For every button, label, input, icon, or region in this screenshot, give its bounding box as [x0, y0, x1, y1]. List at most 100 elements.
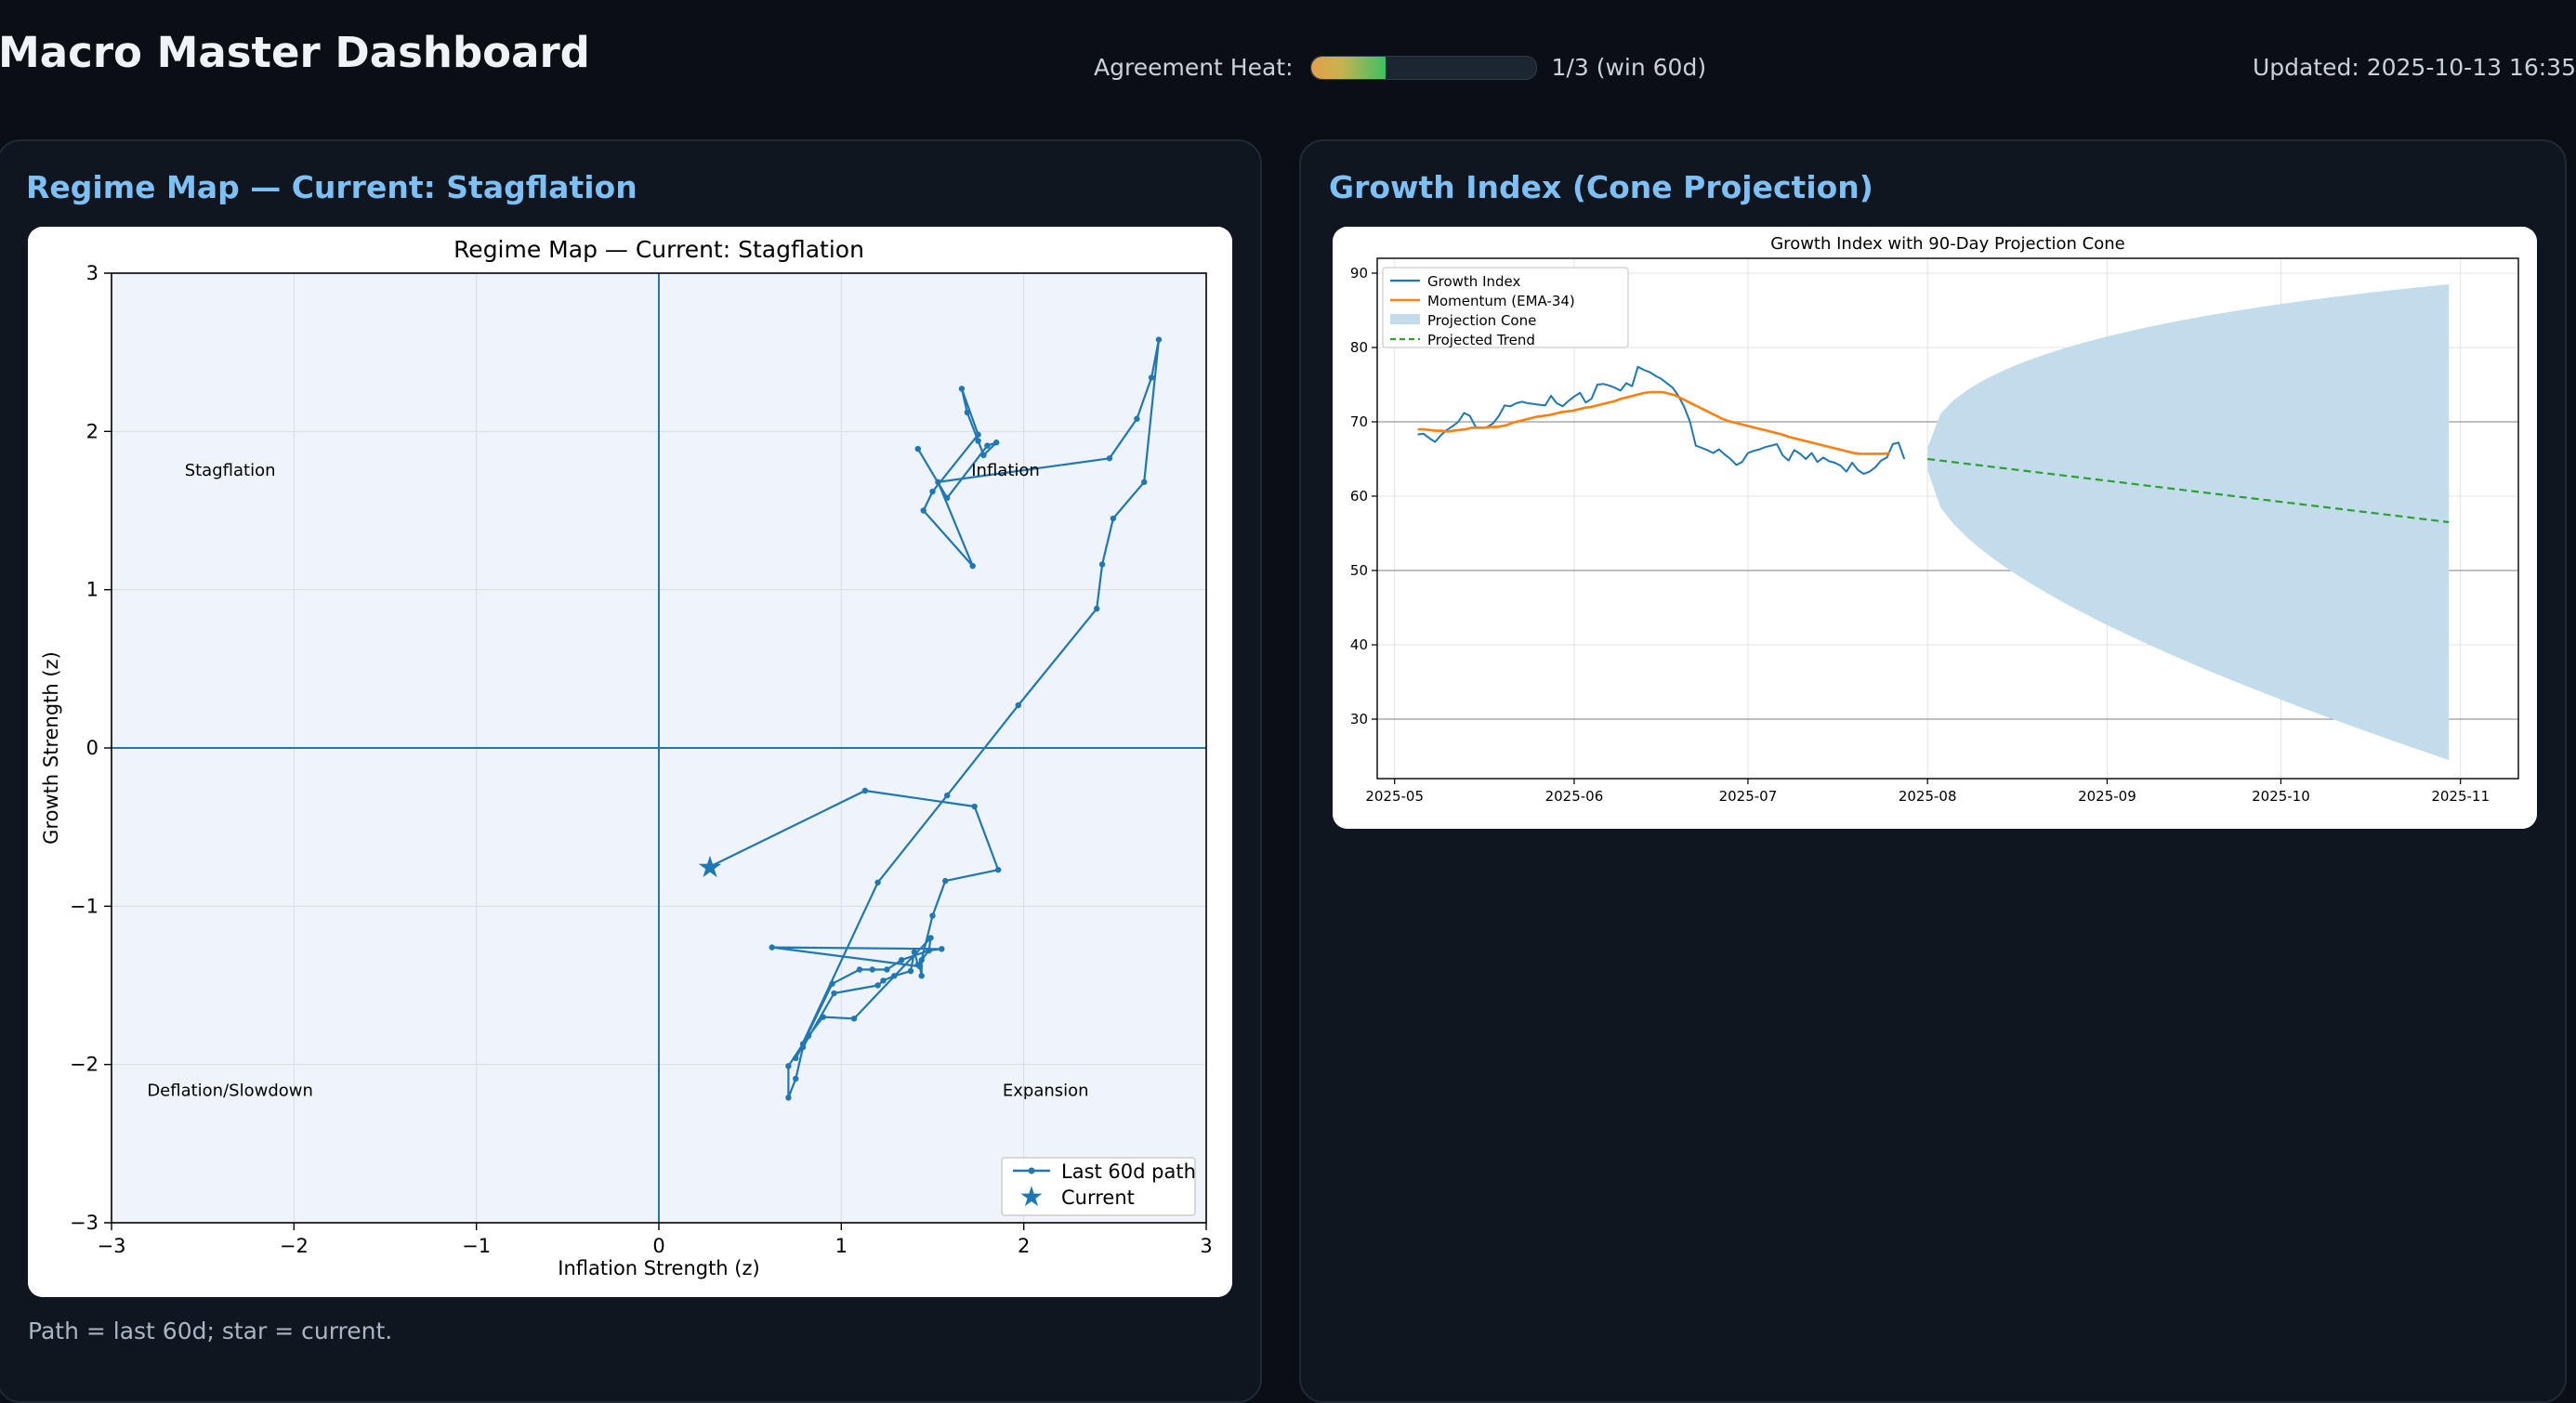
regime-path-point [980, 452, 987, 459]
regime-path-point [942, 877, 949, 885]
dashboard-title: Macro Master Dashboard [0, 28, 590, 77]
regime-path-point [975, 431, 981, 438]
regime-path-point [920, 507, 927, 514]
growth-legend: Growth Index Momentum (EMA-34) Projectio… [1382, 267, 1629, 348]
growth-ytick-label: 40 [1350, 636, 1368, 653]
growth-xtick-label: 2025-09 [2078, 788, 2136, 805]
legend-trend: Projected Trend [1427, 332, 1535, 348]
regime-path-point [907, 967, 914, 975]
regime-path-point [1141, 479, 1148, 486]
regime-path-point [1110, 515, 1117, 522]
growth-ytick-label: 50 [1350, 562, 1368, 579]
regime-path-point [958, 386, 966, 392]
regime-legend: Last 60d path ★ Current [1001, 1157, 1196, 1216]
agreement-heat-bar [1309, 55, 1537, 80]
regime-quadrant-label: Deflation/Slowdown [147, 1082, 313, 1101]
regime-path-point [829, 980, 835, 987]
growth-ytick-label: 30 [1350, 711, 1368, 728]
projection-cone [1927, 284, 2450, 760]
regime-path-point [911, 949, 918, 955]
growth-index-line [1417, 365, 1906, 475]
legend-path-label: Last 60d path [1061, 1160, 1196, 1183]
regime-ytick-label: −2 [70, 1054, 99, 1076]
regime-path-point [1106, 455, 1113, 462]
regime-map-heading: Regime Map — Current: Stagflation [26, 169, 637, 205]
regime-path-point [914, 445, 921, 452]
regime-map-panel: Regime Map — Current: Stagflation −3 −3 −2… [0, 139, 1262, 1403]
regime-ytick-label: 3 [86, 262, 99, 284]
regime-ytick-label: 2 [86, 420, 99, 442]
regime-path-point [944, 494, 951, 502]
regime-chart-title: Regime Map — Current: Stagflation [453, 236, 864, 263]
legend-star-icon: ★ [1019, 1181, 1045, 1213]
growth-index-panel: Growth Index (Cone Projection) 2025-05 20… [1299, 139, 2567, 1403]
growth-xtick-label: 2025-08 [1899, 788, 1957, 805]
legend-growth-index: Growth Index [1427, 273, 1520, 290]
regime-quadrant-label: Expansion [1003, 1082, 1089, 1101]
growth-index-card: 2025-05 2025-06 2025-07 2025-08 2025-09 2025-… [1333, 227, 2537, 829]
regime-path-point [1015, 702, 1021, 709]
growth-xtick-label: 2025-11 [2431, 788, 2490, 805]
regime-path-point [785, 1095, 792, 1101]
regime-map-card: −3 −3 −2 −2 −1 −1 0 0 1 1 2 2 3 3 ★ Stagflation Inflat… [28, 227, 1232, 1297]
regime-path-point [856, 966, 863, 973]
regime-ytick-label: −3 [70, 1212, 99, 1234]
regime-xtick-label: −1 [462, 1235, 491, 1257]
regime-path-point [971, 803, 978, 810]
regime-xtick-label: 2 [1018, 1235, 1030, 1257]
projected-trend-line [1927, 457, 2450, 524]
regime-quadrant-label: Stagflation [185, 461, 276, 480]
regime-path-point [939, 946, 945, 952]
agreement-heat-fill [1310, 56, 1387, 79]
regime-footnote: Path = last 60d; star = current. [28, 1318, 393, 1344]
growth-index-chart: 2025-05 2025-06 2025-07 2025-08 2025-09 2025-… [1333, 227, 2537, 829]
regime-y-label: Growth Strength (z) [40, 651, 62, 845]
regime-path-point [975, 438, 981, 444]
regime-xtick-label: 3 [1200, 1235, 1212, 1257]
growth-index-heading: Growth Index (Cone Projection) [1329, 169, 1873, 205]
regime-current-star: ★ [697, 849, 724, 885]
regime-path-point [918, 957, 925, 964]
regime-xtick-label: 0 [652, 1235, 664, 1257]
growth-ytick-label: 90 [1350, 265, 1368, 282]
regime-path-point [799, 1041, 807, 1047]
regime-ytick-label: 0 [86, 737, 99, 759]
regime-path-point [1155, 336, 1163, 343]
regime-path-point [918, 973, 925, 979]
regime-path-point [898, 957, 905, 964]
regime-xtick-label: −3 [98, 1235, 126, 1257]
regime-ytick-label: 1 [86, 579, 99, 601]
growth-xtick-label: 2025-05 [1365, 788, 1424, 805]
growth-xtick-label: 2025-10 [2252, 788, 2310, 805]
regime-path-point [805, 1032, 812, 1040]
regime-path-point [984, 442, 991, 449]
growth-ytick-label: 70 [1350, 413, 1368, 430]
regime-path-point [1094, 605, 1100, 612]
regime-path-point [769, 944, 775, 951]
regime-path-point [944, 792, 951, 799]
growth-xtick-label: 2025-07 [1719, 788, 1778, 805]
regime-path-point [880, 977, 887, 984]
regime-path-point [793, 1055, 799, 1062]
regime-path-point [820, 1014, 826, 1020]
regime-path-point [861, 787, 869, 794]
regime-path-point [964, 409, 971, 416]
regime-path-point [874, 982, 881, 989]
regime-map-chart: −3−3 −2 −2 −1 −1 0 0 1 1 2 2 3 3 ★ Stagflation Inflat… [28, 227, 1232, 1297]
regime-path-point [793, 1075, 799, 1082]
regime-xtick-label: 1 [835, 1235, 848, 1257]
regime-path-point [1134, 415, 1140, 422]
legend-momentum: Momentum (EMA-34) [1427, 293, 1575, 309]
updated-timestamp: Updated: 2025-10-13 16:35 [2252, 54, 2576, 81]
regime-path-point [785, 1063, 792, 1069]
regime-quadrant-label: Inflation [971, 461, 1040, 480]
momentum-line [1417, 390, 1890, 455]
regime-path-point [993, 439, 1000, 446]
agreement-heat-label: Agreement Heat: [1094, 54, 1294, 81]
regime-path-point [935, 479, 941, 486]
regime-path-point [850, 1016, 858, 1022]
regime-path-point [994, 866, 1002, 873]
legend-cone: Projection Cone [1427, 312, 1536, 329]
regime-path-point [969, 562, 976, 570]
regime-x-label: Inflation Strength (z) [558, 1257, 759, 1279]
